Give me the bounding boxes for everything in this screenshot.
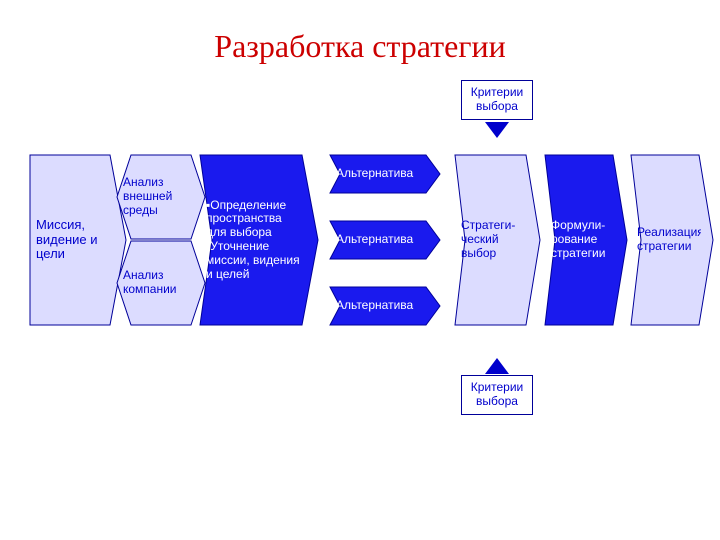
hex-external-analysis: Анализ внешней среды <box>117 155 205 239</box>
stage-definition: ▪Определение пространства для выбора▪Уто… <box>200 155 318 325</box>
criteria-bottom-label: Критерии выбора <box>464 381 530 409</box>
stage-strategic-choice: Страте­ги­ческий выбор <box>455 155 540 325</box>
stage-formulation: Форму­ли­рование стратегии <box>545 155 627 325</box>
criteria-top-arrow-icon <box>485 122 509 138</box>
criteria-bottom-arrow-icon <box>485 358 509 374</box>
alternative-1: Альтернатива <box>330 155 440 193</box>
criteria-bottom-box: Критерии выбора <box>461 375 533 415</box>
criteria-top-label: Критерии выбора <box>464 86 530 114</box>
criteria-top-box: Критерии выбора <box>461 80 533 120</box>
hex-company-analysis: Анализ компании <box>117 241 205 325</box>
stage-implementation: Реализация стратегии <box>631 155 713 325</box>
alternative-2: Альтернатива <box>330 221 440 259</box>
alternative-3: Альтернатива <box>330 287 440 325</box>
stage-mission: Миссия, видение и цели <box>30 155 126 325</box>
page-title: Разработка стратегии <box>0 28 720 65</box>
